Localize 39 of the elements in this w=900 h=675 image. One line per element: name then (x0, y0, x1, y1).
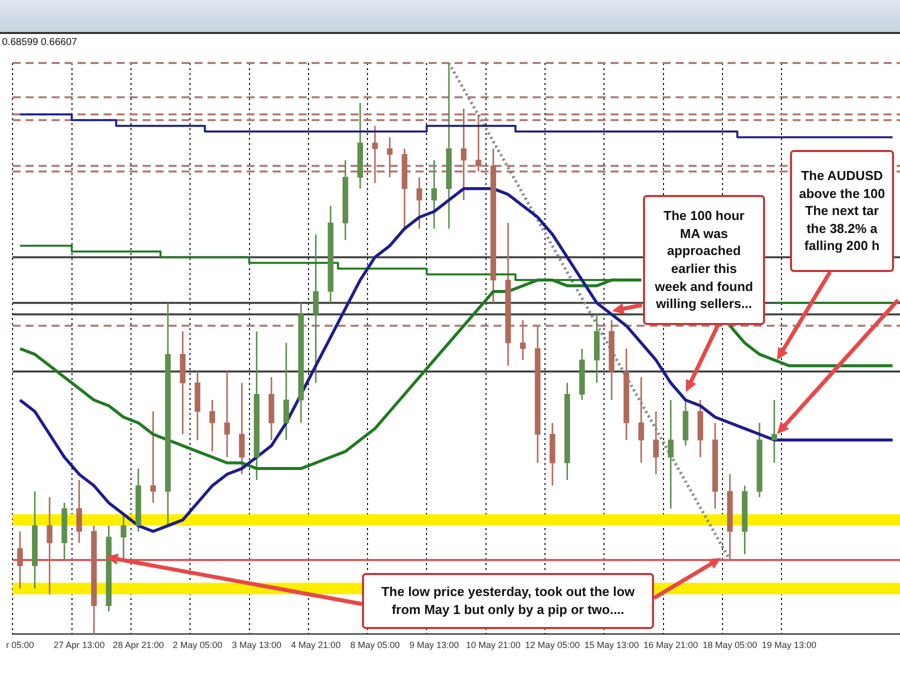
candlestick (209, 399, 216, 452)
candlestick (431, 159, 437, 230)
candlestick (150, 410, 156, 504)
x-tick-label: 8 May 05:00 (350, 640, 400, 650)
callout-box: The 100 hour MA was approached earlier this week and found willing sellers... (643, 195, 765, 325)
x-tick-label: 18 May 05:00 (702, 640, 758, 650)
x-tick-label: 15 May 13:00 (584, 640, 639, 650)
callout-box: The AUDUSD above the 100 The next tar the 38.2% a falling 200 h (790, 150, 894, 272)
candlestick (653, 410, 659, 476)
candlestick (638, 376, 644, 464)
candlestick (416, 176, 422, 230)
candlestick (17, 530, 23, 590)
x-tick-label: r 05:00 (6, 640, 34, 650)
candlestick (460, 108, 467, 201)
x-tick-label: 19 May 13:00 (762, 640, 816, 650)
candlestick (239, 382, 245, 476)
candlestick (76, 479, 82, 544)
x-tick-label: 16 May 21:00 (643, 640, 698, 650)
x-tick-label: 12 May 05:00 (525, 640, 580, 650)
candlestick (476, 114, 482, 172)
candlestick (520, 319, 526, 361)
candlestick (386, 136, 393, 178)
text: 0.68599 0.66607 (2, 36, 78, 50)
x-tick-label: 3 May 13:00 (232, 640, 282, 650)
candlestick (224, 370, 230, 458)
candlestick (283, 342, 290, 441)
x-tick-label: 9 May 13:00 (409, 640, 459, 650)
x-tick-label: 4 May 21:00 (291, 640, 341, 650)
x-tick-label: 2 May 05:00 (172, 640, 222, 650)
candlestick (120, 514, 126, 561)
x-tick-label: 28 Apr 21:00 (112, 640, 164, 650)
candlestick (46, 496, 52, 595)
candlestick (372, 125, 378, 184)
candlestick (312, 234, 319, 384)
callout-box: The low price yesterday, took out the low from May 1 but only by a pip or two.... (362, 573, 654, 629)
candlestick (668, 399, 674, 510)
x-tick-label: 27 Apr 13:00 (54, 640, 105, 650)
candlestick (771, 399, 778, 464)
x-tick-label: 10 May 21:00 (466, 640, 521, 650)
